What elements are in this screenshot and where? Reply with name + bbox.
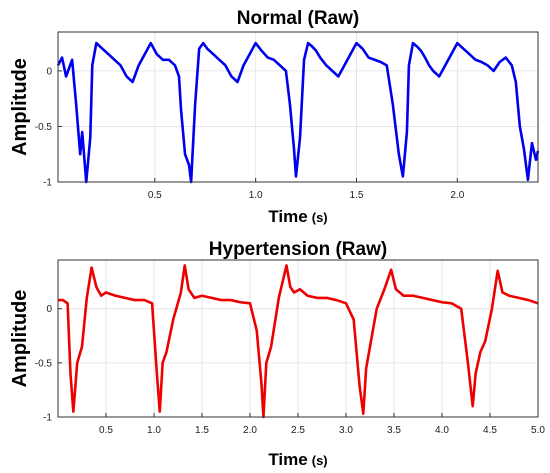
y-tick-label: -1 xyxy=(43,178,52,189)
x-axis-label: Time (s) xyxy=(268,450,327,469)
x-axis-label: Time (s) xyxy=(268,207,327,226)
y-tick-label: -0.5 xyxy=(35,358,53,369)
x-tick-label: 2.0 xyxy=(243,425,257,436)
chart-title: Normal (Raw) xyxy=(237,8,359,29)
x-tick-label: 0.5 xyxy=(148,190,162,201)
y-tick-label: 0 xyxy=(46,66,52,77)
x-tick-label: 2.0 xyxy=(450,190,464,201)
y-tick-label: -0.5 xyxy=(35,122,53,133)
y-axis-label: Amplitude xyxy=(9,58,31,156)
x-tick-label: 0.5 xyxy=(99,425,113,436)
x-tick-label: 2.5 xyxy=(291,425,305,436)
x-axis-label-text: Time xyxy=(268,207,307,226)
chart-title: Hypertension (Raw) xyxy=(209,239,387,260)
plot-frame xyxy=(57,31,539,183)
x-axis-unit: (s) xyxy=(312,453,328,468)
x-tick-label: 1.5 xyxy=(350,190,364,201)
x-tick-label: 3.0 xyxy=(339,425,353,436)
x-axis-label-text: Time xyxy=(268,450,307,469)
chart-panel-0: 0.5 1.0 1.5 2.0 -1 -0.5 0 Normal (Raw) Time (s) Am… xyxy=(9,8,540,226)
x-tick-label: 5.0 xyxy=(531,425,545,436)
x-tick-label: 1.0 xyxy=(249,190,263,201)
x-tick-label: 1.0 xyxy=(147,425,161,436)
x-tick-label: 1.5 xyxy=(195,425,209,436)
y-axis-label: Amplitude xyxy=(9,290,31,388)
chart-panel-1: 0.5 1.0 1.5 2.0 2.5 3.0 3.5 4.0 4.5 5.0 -1 -0.5 0 Hyp… xyxy=(9,239,545,469)
series-line xyxy=(56,41,540,184)
series-line xyxy=(58,264,539,419)
y-tick-label: -1 xyxy=(43,413,52,424)
x-axis-unit: (s) xyxy=(312,210,328,225)
x-tick-label: 4.5 xyxy=(483,425,497,436)
x-tick-label: 3.5 xyxy=(387,425,401,436)
y-tick-label: 0 xyxy=(46,304,52,315)
x-tick-label: 4.0 xyxy=(435,425,449,436)
